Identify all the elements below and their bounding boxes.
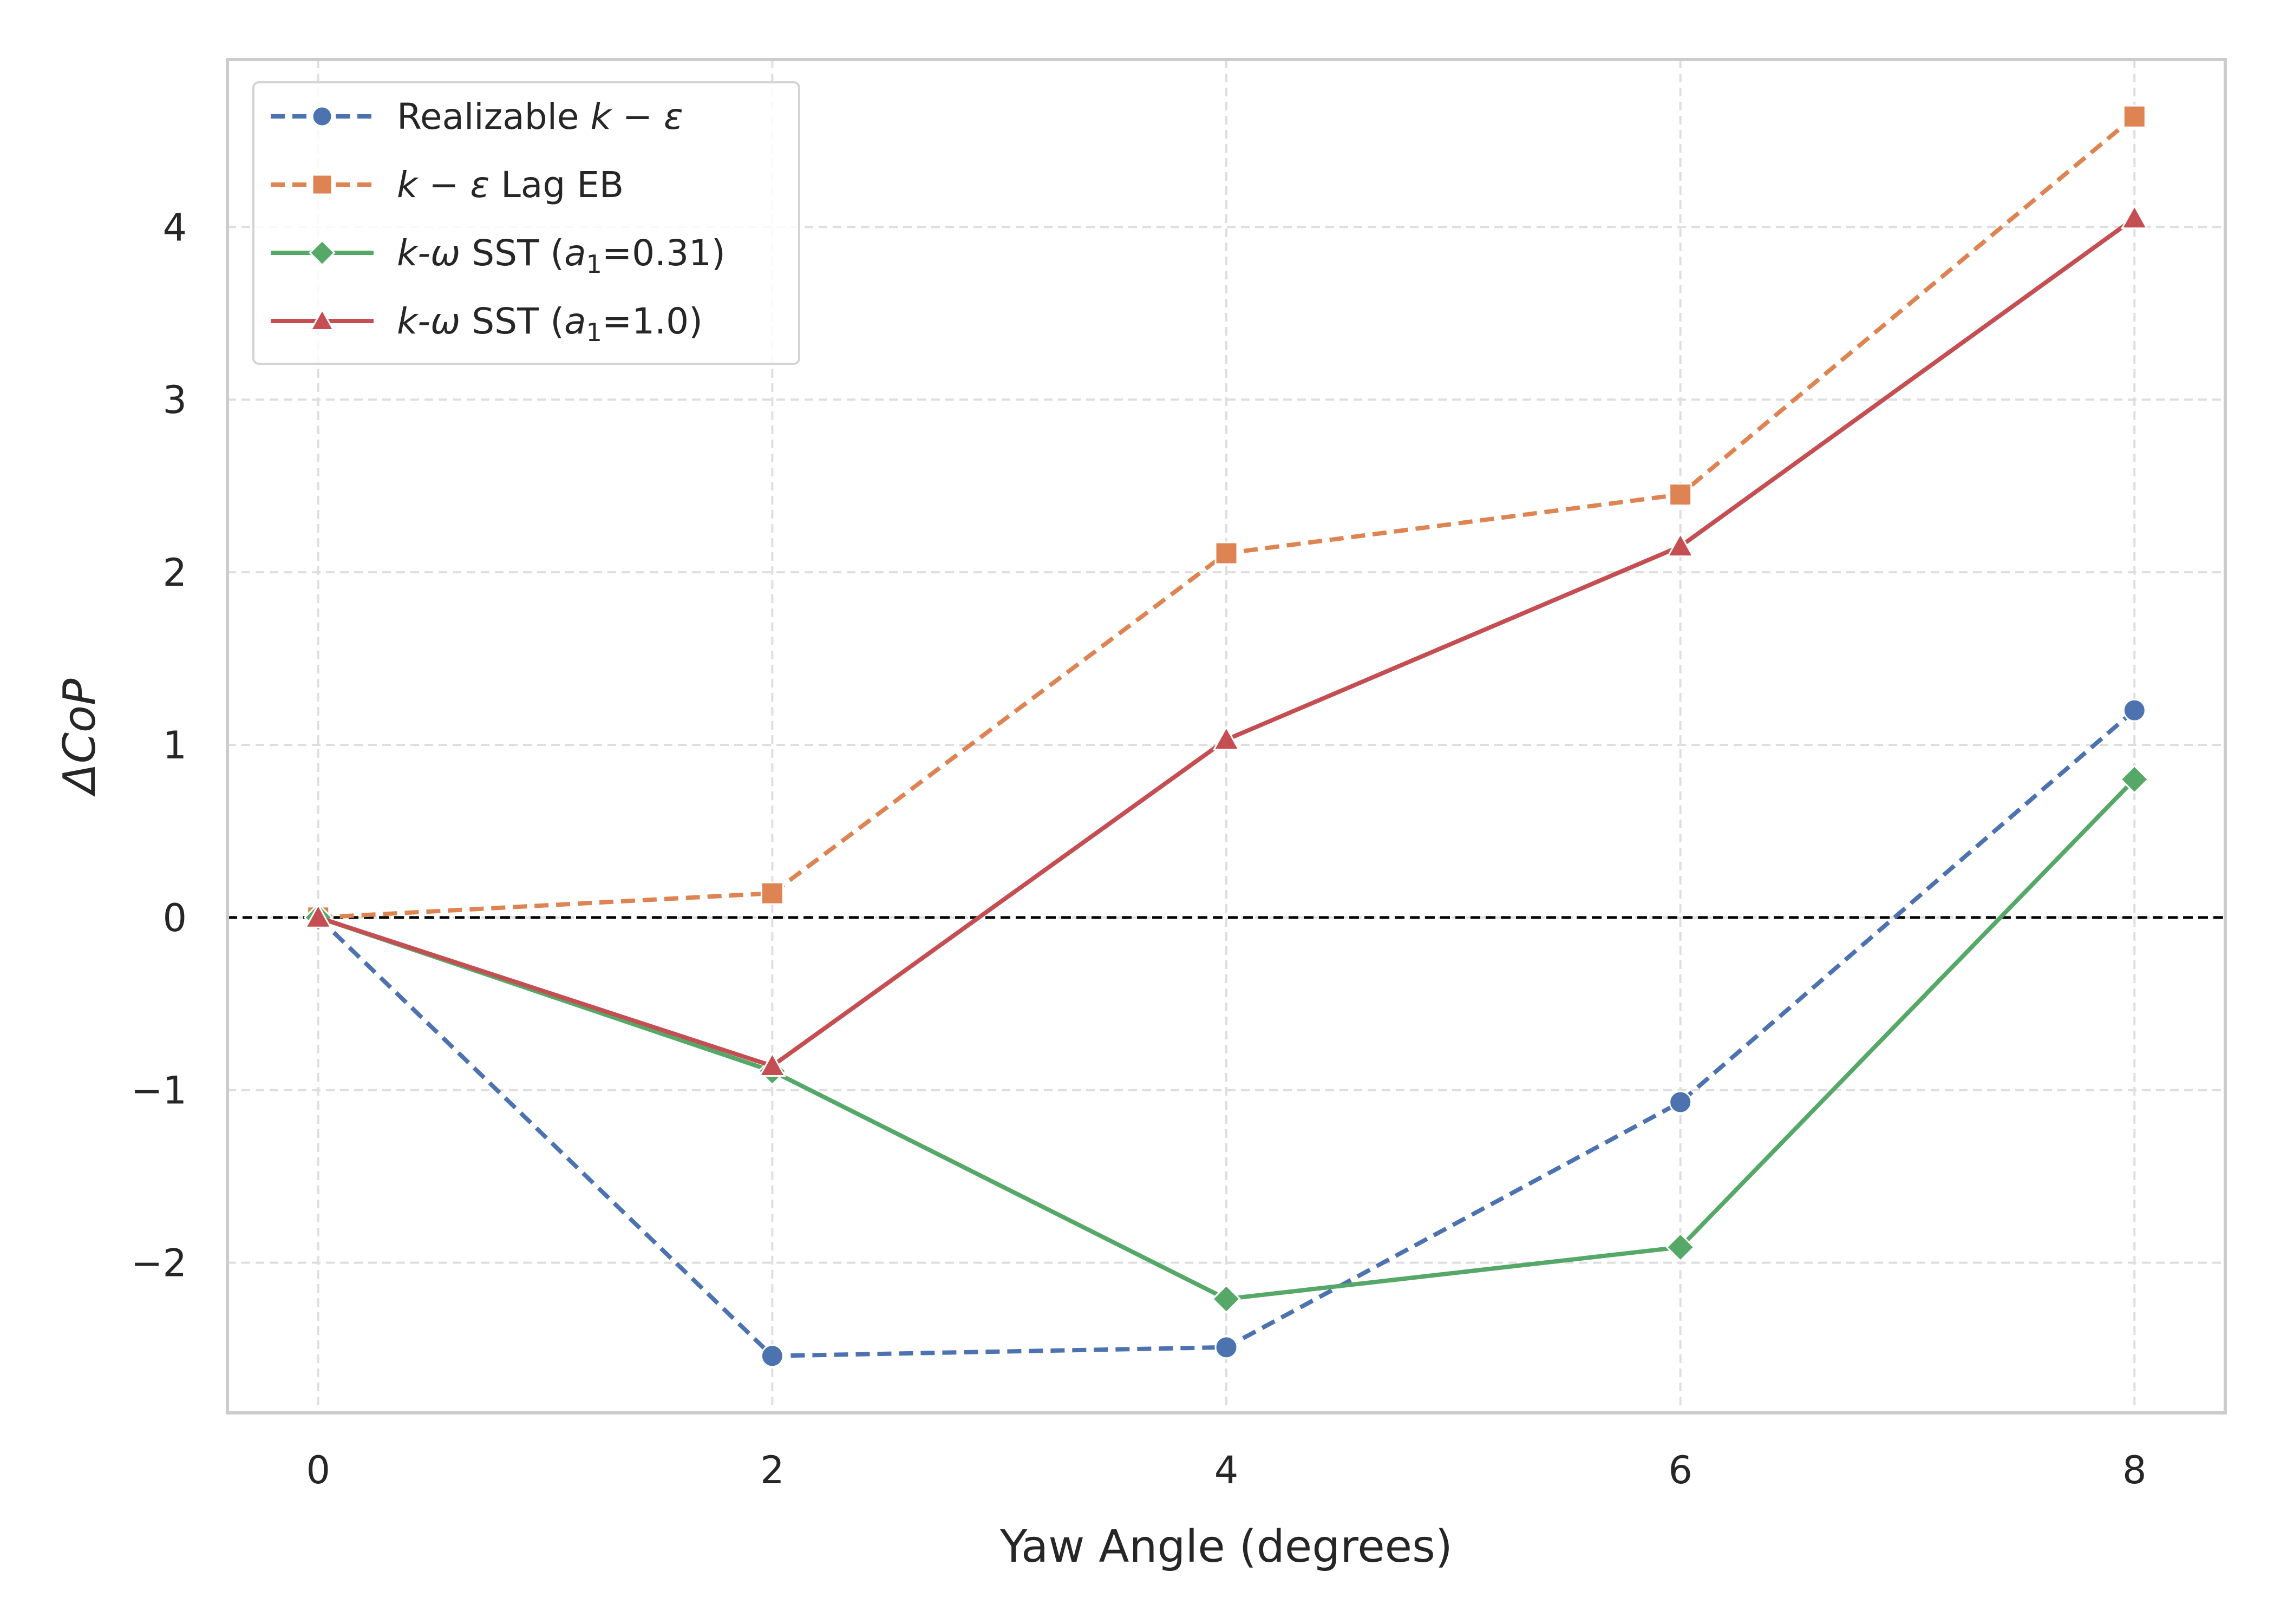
circle-marker — [311, 106, 333, 127]
series-4 — [304, 204, 2148, 1077]
square-marker — [760, 881, 784, 905]
y-tick-label: −2 — [131, 1241, 187, 1286]
legend: Realizable k − ε k − ε Lag EB k-ω SST (a1=… — [252, 81, 800, 365]
series-layer — [303, 104, 2149, 1368]
x-axis-label: Yaw Angle (degrees) — [999, 1521, 1453, 1573]
legend-label: k-ω SST (a1=0.31) — [397, 232, 726, 279]
y-axis-label: ΔCoP — [54, 678, 106, 797]
legend-item: k-ω SST (a1=0.31) — [271, 232, 726, 279]
legend-label: Realizable k − ε — [397, 96, 683, 137]
y-tick-label: 3 — [162, 378, 187, 422]
triangle-marker — [758, 1051, 786, 1077]
y-tick-label: 1 — [162, 723, 187, 768]
diamond-marker — [309, 239, 336, 266]
y-tick-label: −1 — [131, 1069, 187, 1113]
square-marker — [311, 174, 333, 195]
y-tick-label: 2 — [162, 551, 187, 595]
diamond-marker — [1665, 1232, 1695, 1262]
triangle-marker — [304, 903, 332, 928]
circle-marker — [1214, 1335, 1238, 1359]
square-marker — [1214, 541, 1238, 565]
x-tick-label: 2 — [760, 1448, 785, 1492]
y-tick-label: 4 — [162, 205, 187, 250]
diamond-marker — [2120, 764, 2149, 794]
legend-label: k-ω SST (a1=1.0) — [397, 300, 703, 347]
circle-marker — [2122, 698, 2146, 722]
legend-item: k − ε Lag EB — [271, 164, 624, 206]
legend-label: k − ε Lag EB — [397, 164, 624, 206]
triangle-marker — [309, 308, 335, 331]
x-tick-label: 4 — [1214, 1448, 1239, 1492]
square-marker — [2122, 104, 2146, 128]
legend-item: k-ω SST (a1=1.0) — [271, 300, 703, 347]
square-marker — [1669, 483, 1693, 507]
legend-item: Realizable k − ε — [271, 96, 683, 137]
y-tick-label: 0 — [162, 896, 187, 940]
legend-box — [252, 81, 800, 365]
x-tick-label: 8 — [2122, 1448, 2147, 1492]
tick-labels: 0 2 4 6 8 −2 −1 0 1 2 3 4 — [131, 205, 2147, 1492]
triangle-marker — [1667, 532, 1695, 558]
diamond-marker — [1211, 1284, 1241, 1314]
x-tick-label: 0 — [306, 1448, 330, 1492]
circle-marker — [1669, 1090, 1693, 1114]
x-tick-label: 6 — [1668, 1448, 1693, 1492]
plot-frame — [226, 58, 2227, 1415]
triangle-marker — [1212, 725, 1240, 751]
circle-marker — [760, 1344, 784, 1368]
series-3 — [303, 764, 2149, 1314]
triangle-marker — [2120, 204, 2148, 230]
